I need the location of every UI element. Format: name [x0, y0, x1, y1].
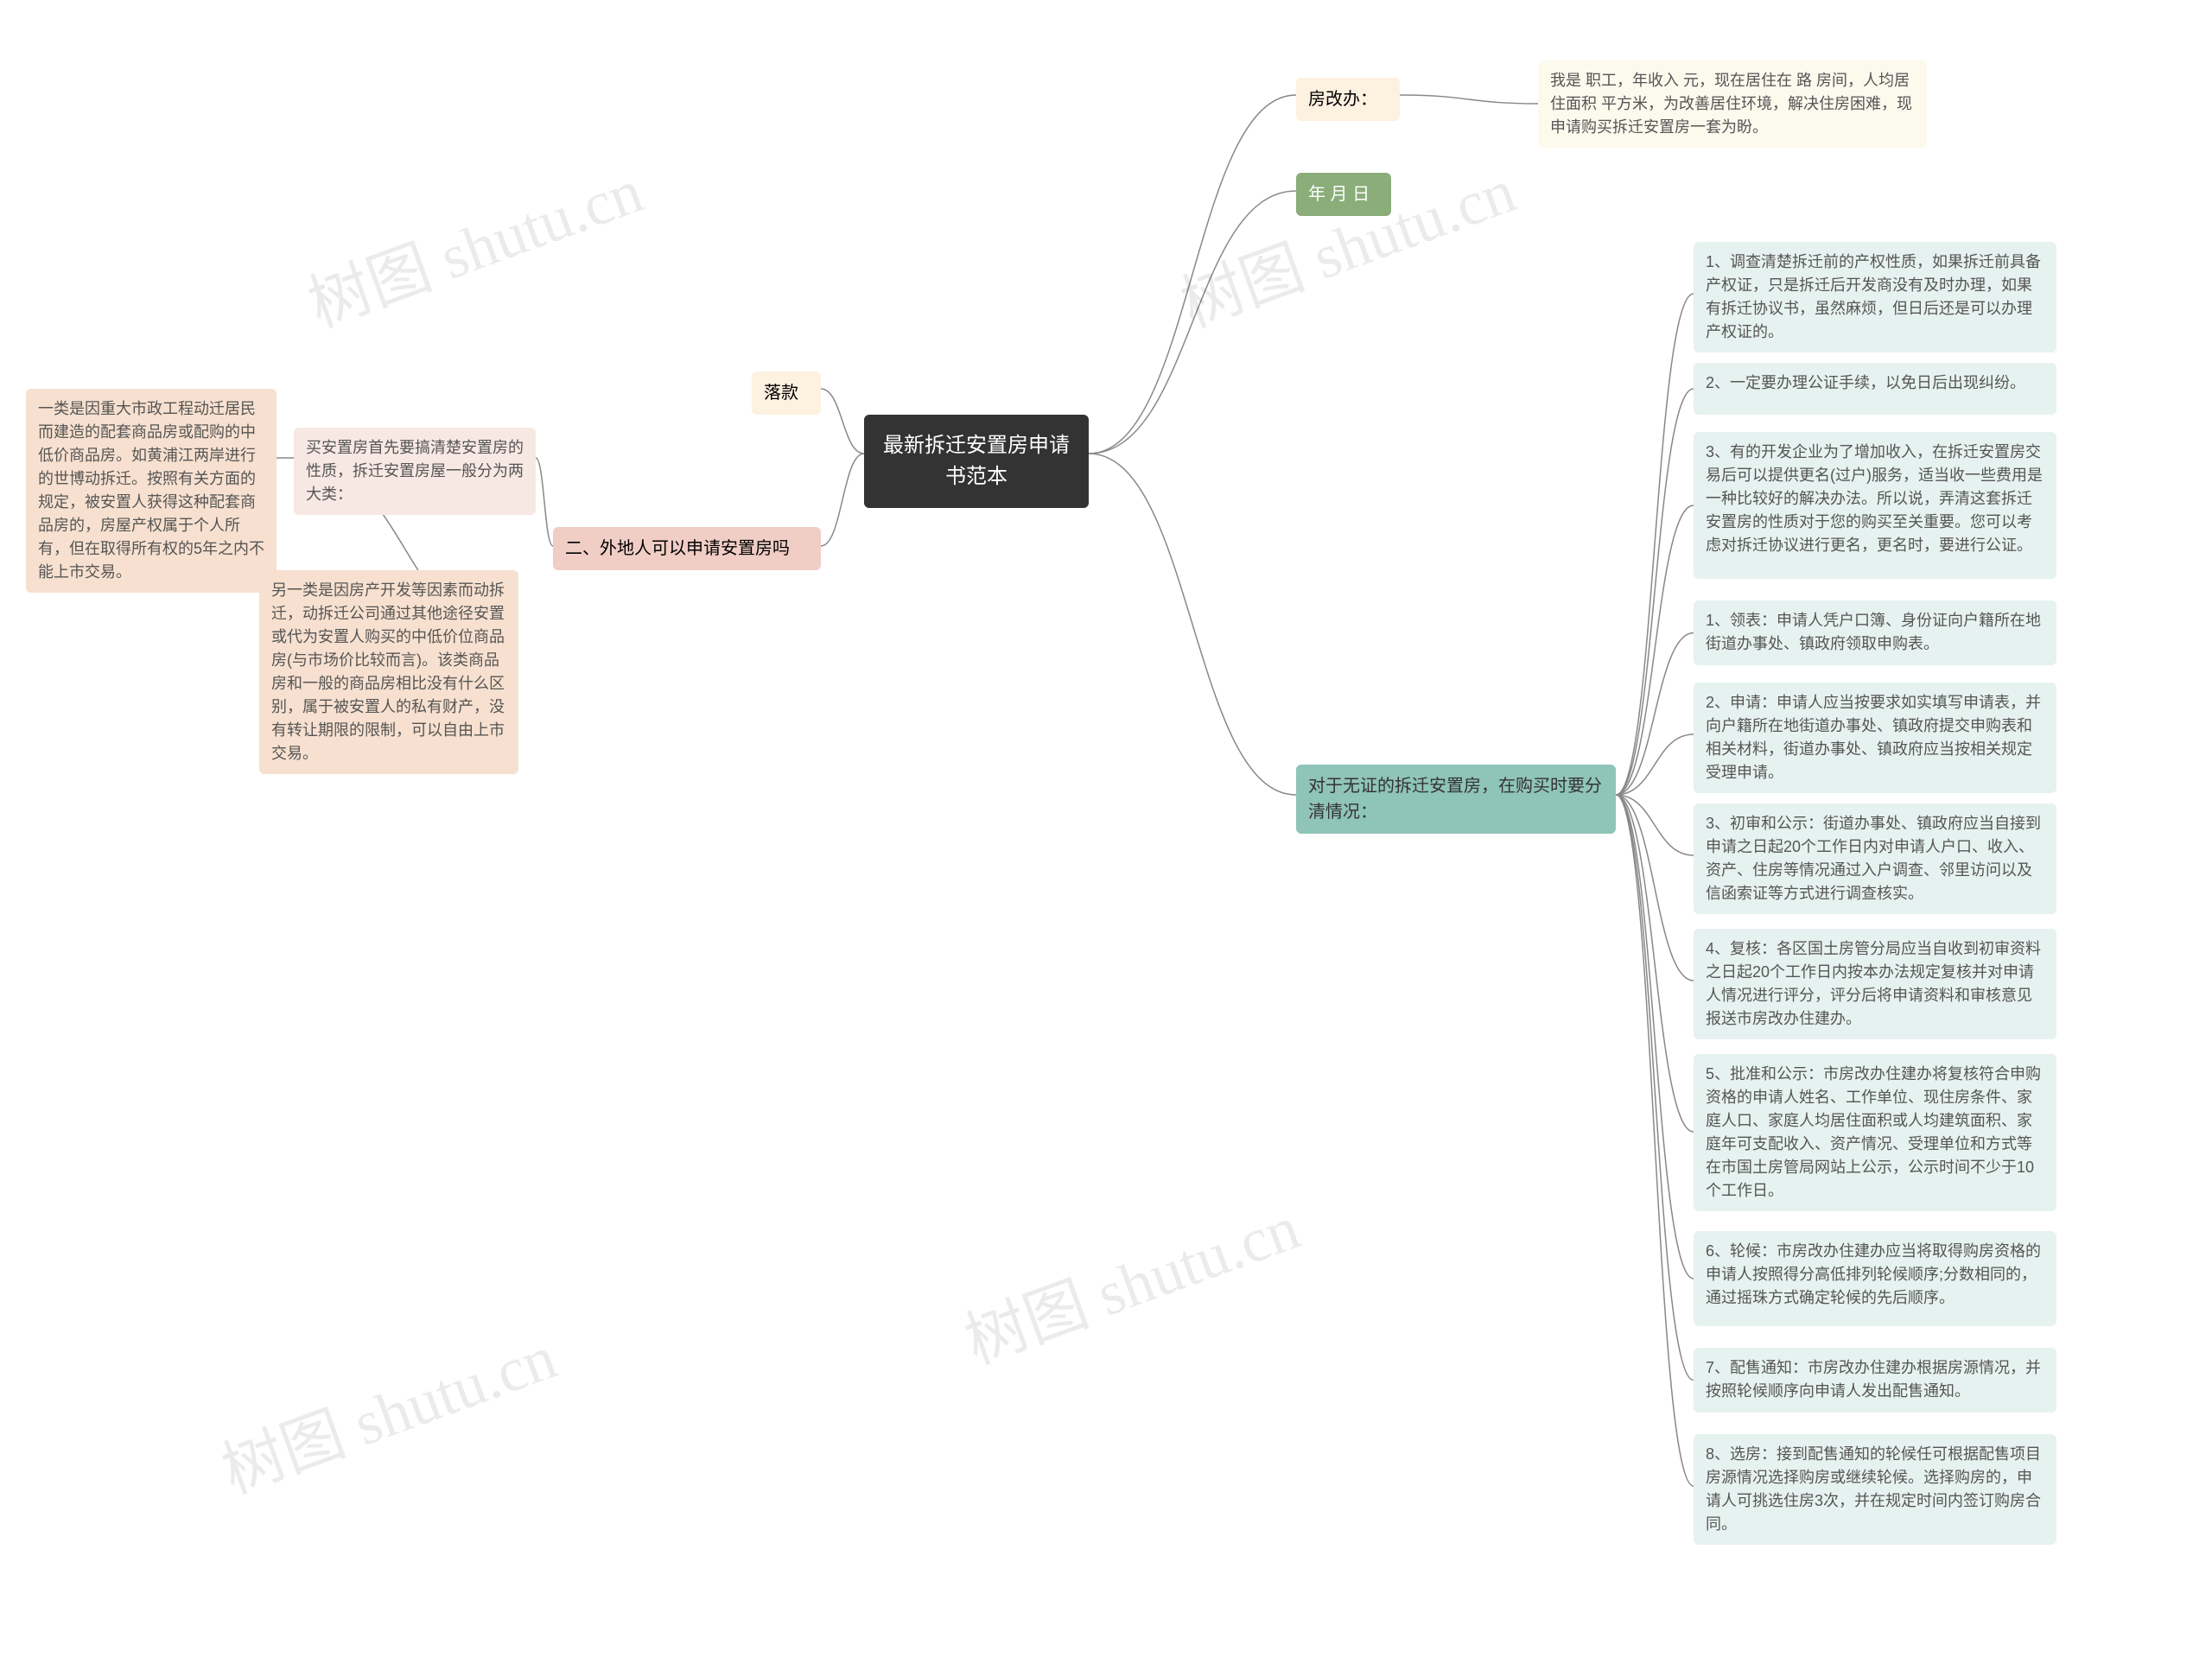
- leaf-wz-3: 1、领表：申请人凭户口簿、身份证向户籍所在地街道办事处、镇政府领取申购表。: [1694, 600, 2056, 665]
- leaf-wz-8: 6、轮候：市房改办住建办应当将取得购房资格的申请人按照得分高低排列轮候顺序;分数…: [1694, 1231, 2056, 1326]
- leaf-wz-5: 3、初审和公示：街道办事处、镇政府应当自接到申请之日起20个工作日内对申请人户口…: [1694, 803, 2056, 914]
- leaf-wz-4: 2、申请：申请人应当按要求如实填写申请表，并向户籍所在地街道办事处、镇政府提交申…: [1694, 683, 2056, 793]
- leaf-wz-6: 4、复核：各区国土房管分局应当自收到初审资料之日起20个工作日内按本办法规定复核…: [1694, 929, 2056, 1039]
- leaf-wz-0: 1、调查清楚拆迁前的产权性质，如果拆迁前具备产权证，只是拆迁后开发商没有及时办理…: [1694, 242, 2056, 352]
- branch-fgb: 房改办：: [1296, 78, 1400, 121]
- leaf-wz-2: 3、有的开发企业为了增加收入，在拆迁安置房交易后可以提供更名(过户)服务，适当收…: [1694, 432, 2056, 579]
- leaf-wd-0: 买安置房首先要搞清楚安置房的性质，拆迁安置房屋一般分为两大类：: [294, 428, 536, 515]
- root-node: 最新拆迁安置房申请书范本: [864, 415, 1089, 508]
- branch-wd: 二、外地人可以申请安置房吗: [553, 527, 821, 570]
- watermark: 树图 shutu.cn: [294, 140, 653, 345]
- leaf-wd-0-1: 另一类是因房产开发等因素而动拆迁，动拆迁公司通过其他途径安置或代为安置人购买的中…: [259, 570, 518, 774]
- branch-nyd: 年 月 日: [1296, 173, 1391, 216]
- branch-wz: 对于无证的拆迁安置房，在购买时要分清情况：: [1296, 765, 1616, 834]
- leaf-wz-10: 8、选房：接到配售通知的轮候任可根据配售项目房源情况选择购房或继续轮候。选择购房…: [1694, 1434, 2056, 1545]
- leaf-wz-1: 2、一定要办理公证手续，以免日后出现纠纷。: [1694, 363, 2056, 415]
- leaf-wz-7: 5、批准和公示：市房改办住建办将复核符合申购资格的申请人姓名、工作单位、现住房条…: [1694, 1054, 2056, 1211]
- watermark: 树图 shutu.cn: [950, 1177, 1310, 1381]
- watermark: 树图 shutu.cn: [1166, 140, 1526, 345]
- leaf-fgb-0: 我是 职工，年收入 元，现在居住在 路 房间，人均居住面积 平方米，为改善居住环…: [1538, 60, 1927, 148]
- leaf-wz-9: 7、配售通知：市房改办住建办根据房源情况，并按照轮候顺序向申请人发出配售通知。: [1694, 1348, 2056, 1413]
- branch-lk: 落款: [752, 371, 821, 415]
- leaf-wd-0-0: 一类是因重大市政工程动迁居民而建造的配套商品房或配购的中低价商品房。如黄浦江两岸…: [26, 389, 276, 593]
- watermark: 树图 shutu.cn: [207, 1306, 567, 1511]
